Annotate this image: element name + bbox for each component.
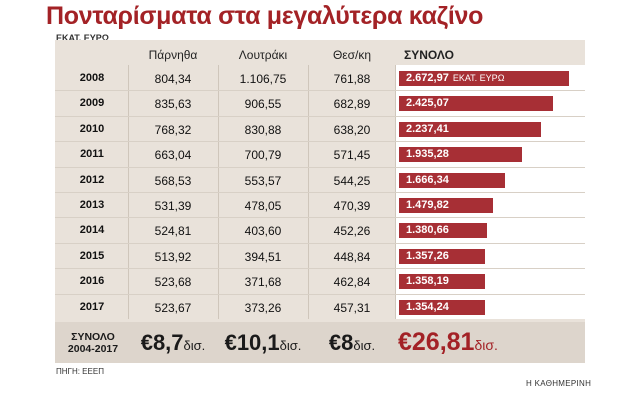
cell-parnitha: 523,67	[154, 300, 192, 315]
cell-loutraki: 906,55	[244, 97, 282, 112]
year-label: 2012	[79, 173, 105, 186]
cell-thessaloniki: 544,25	[333, 173, 371, 188]
summary-parnitha: €8,7δισ.	[140, 330, 206, 355]
row-divider	[55, 115, 585, 117]
row-divider	[55, 217, 585, 219]
total-bar	[399, 198, 494, 213]
row-divider	[55, 242, 585, 244]
cell-loutraki: 830,88	[244, 122, 282, 137]
total-bar	[399, 96, 554, 112]
total-bar-label: 1.358,19	[406, 275, 449, 287]
summary-total: €26,81δισ.	[398, 328, 498, 356]
cell-parnitha: 663,04	[154, 148, 192, 163]
cell-parnitha: 835,63	[154, 97, 192, 112]
col-header-parnitha: Πάρνηθα	[148, 48, 198, 62]
year-label: 2014	[79, 224, 105, 237]
total-bar-label: 2.237,41	[406, 123, 449, 135]
chart-title: Πονταρίσματα στα μεγαλύτερα καζίνο	[46, 2, 484, 30]
row-divider	[55, 192, 585, 193]
cell-parnitha: 524,81	[154, 224, 192, 239]
cell-loutraki: 373,26	[244, 300, 282, 315]
total-bar-label: 1.666,34	[406, 174, 449, 186]
total-bar	[399, 172, 505, 188]
cell-loutraki: 403,60	[244, 224, 282, 239]
total-bar	[399, 223, 487, 239]
unit-label: ΕΚΑΤ. ΕΥΡΩ	[56, 33, 109, 43]
cell-thessaloniki: 470,39	[333, 199, 371, 213]
cell-parnitha: 513,92	[154, 249, 192, 264]
row-divider	[55, 166, 585, 168]
cell-thessaloniki: 457,31	[333, 300, 371, 315]
total-bar	[399, 274, 486, 290]
row-divider	[55, 268, 585, 270]
cell-loutraki: 371,68	[244, 275, 282, 290]
year-label: 2008	[79, 72, 105, 84]
total-bar	[399, 71, 569, 86]
total-bar-label: 1.935,28	[406, 148, 449, 160]
cell-thessaloniki: 638,20	[333, 122, 371, 137]
year-label: 2016	[79, 275, 105, 288]
total-bar-label: 1.380,66	[406, 224, 449, 236]
year-label: 2017	[79, 300, 105, 313]
total-bar	[399, 248, 486, 264]
year-label: 2013	[79, 199, 105, 211]
total-value: 1.357,26	[406, 249, 449, 262]
cell-loutraki: 700,79	[244, 148, 282, 163]
cell-thessaloniki: 448,84	[333, 249, 371, 264]
year-label: 2015	[79, 249, 105, 262]
col-header-thessaloniki: Θεσ/κη	[332, 48, 372, 62]
total-value: 2.425,07	[406, 97, 449, 110]
cell-thessaloniki: 682,89	[333, 97, 371, 112]
year-label: 2010	[79, 122, 105, 135]
cell-loutraki: 553,57	[244, 173, 282, 188]
row-divider	[55, 293, 585, 295]
col-header-loutraki: Λουτράκι	[238, 48, 288, 62]
total-bar	[399, 147, 523, 163]
total-value: 1.666,34	[406, 173, 449, 186]
total-value: 1.935,28	[406, 148, 449, 161]
total-bar	[399, 299, 486, 315]
summary-row	[55, 322, 585, 363]
total-bar-label: 2.672,97 ΕΚΑΤ. ΕΥΡΩ	[406, 72, 504, 84]
cell-loutraki: 478,05	[244, 199, 282, 213]
cell-loutraki: 394,51	[244, 249, 282, 264]
total-bar	[399, 121, 542, 137]
total-value: 1.358,19	[406, 275, 449, 288]
total-bar-label: 1.354,24	[406, 301, 449, 313]
source-note: ΠΗΓΗ: ΕΕΕΠ	[56, 367, 104, 376]
total-bar-label: 1.479,82	[406, 199, 449, 211]
summary-loutraki: €10,1δισ.	[224, 330, 302, 355]
cell-parnitha: 568,53	[154, 173, 192, 188]
year-label: 2011	[80, 148, 104, 161]
row-divider	[55, 141, 585, 143]
cell-thessaloniki: 462,84	[333, 275, 371, 290]
cell-thessaloniki: 571,45	[333, 148, 371, 163]
brand-credit: Η ΚΑΘΗΜΕΡΙΝΗ	[526, 379, 592, 388]
cell-thessaloniki: 452,26	[333, 224, 371, 239]
total-bar-label: 1.357,26	[406, 250, 449, 262]
cell-loutraki: 1.106,75	[239, 72, 287, 86]
summary-thessaloniki: €8δισ.	[328, 330, 376, 355]
year-label: 2009	[79, 97, 105, 110]
total-value: 1.354,24	[406, 300, 449, 313]
cell-thessaloniki: 761,88	[333, 72, 371, 86]
cell-parnitha: 523,68	[154, 275, 192, 290]
row-divider	[55, 90, 585, 92]
total-value: 1.380,66	[406, 224, 449, 237]
summary-label: ΣΥΝΟΛΟ 2004-2017	[67, 331, 119, 355]
total-value: 1.479,82	[406, 199, 449, 211]
cell-parnitha: 531,39	[154, 199, 192, 213]
col-header-total: ΣΥΝΟΛΟ	[404, 48, 454, 62]
total-unit: ΕΚΑΤ. ΕΥΡΩ	[452, 73, 505, 83]
cell-parnitha: 768,32	[154, 122, 192, 137]
cell-parnitha: 804,34	[154, 72, 192, 86]
total-value: 2.672,97	[406, 72, 449, 84]
total-bar-label: 2.425,07	[406, 97, 449, 109]
total-value: 2.237,41	[406, 122, 449, 135]
